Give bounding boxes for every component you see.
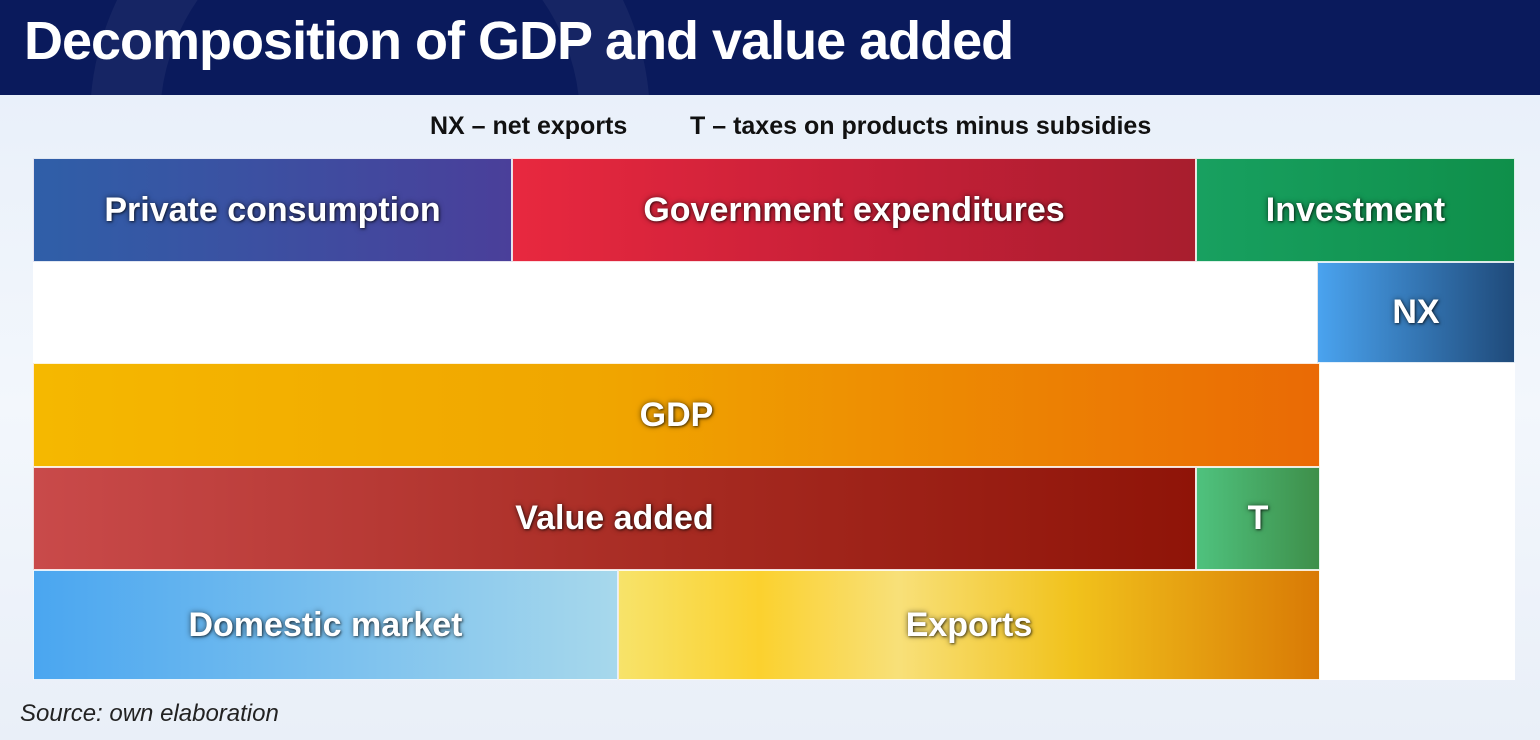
private-consumption-label: Private consumption bbox=[104, 190, 441, 229]
private-consumption-box: Private consumption bbox=[33, 158, 512, 262]
investment-label: Investment bbox=[1265, 190, 1446, 229]
page-title: Decomposition of GDP and value added bbox=[24, 11, 1014, 71]
source-note: Source: own elaboration bbox=[20, 700, 279, 727]
gdp-label: GDP bbox=[639, 395, 714, 434]
domestic-market-label: Domestic market bbox=[188, 605, 463, 644]
legend: NX – net exports T – taxes on products m… bbox=[0, 108, 1540, 144]
government-expenditures-label: Government expenditures bbox=[643, 190, 1065, 229]
t-label: T bbox=[1247, 499, 1269, 537]
t-box: T bbox=[1196, 467, 1320, 570]
exports-label: Exports bbox=[905, 605, 1033, 644]
blank-row-panel bbox=[33, 262, 1317, 363]
legend-nx: NX – net exports bbox=[430, 112, 628, 140]
exports-box: Exports bbox=[618, 570, 1320, 680]
government-expenditures-box: Government expenditures bbox=[512, 158, 1196, 262]
header-bar: Decomposition of GDP and value added bbox=[0, 0, 1540, 95]
gdp-box: GDP bbox=[33, 363, 1320, 467]
nx-box: NX bbox=[1317, 262, 1515, 363]
nx-label: NX bbox=[1392, 293, 1440, 331]
blank-column-panel bbox=[1320, 363, 1515, 680]
investment-box: Investment bbox=[1196, 158, 1515, 262]
domestic-market-box: Domestic market bbox=[33, 570, 618, 680]
legend-t: T – taxes on products minus subsidies bbox=[690, 112, 1152, 140]
value-added-box: Value added bbox=[33, 467, 1196, 570]
value-added-label: Value added bbox=[515, 499, 714, 537]
